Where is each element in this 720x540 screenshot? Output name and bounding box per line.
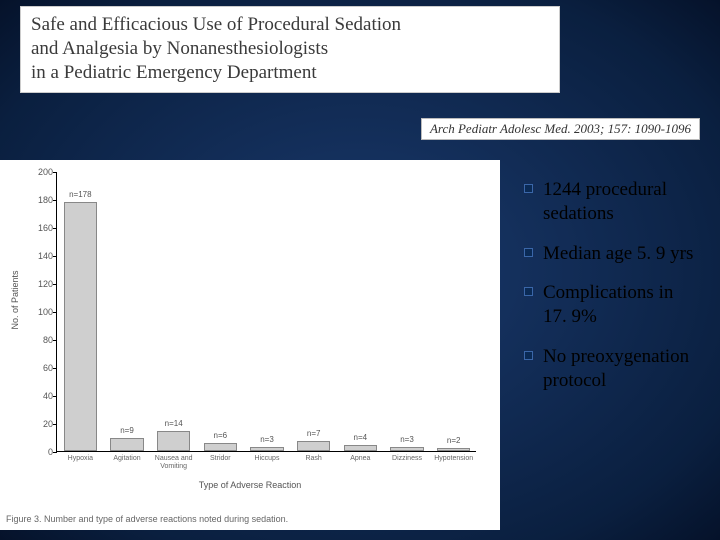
bullet-item: 1244 procedural sedations bbox=[524, 178, 700, 226]
chart-caption: Figure 3. Number and type of adverse rea… bbox=[6, 514, 288, 524]
xtick-label: Rash bbox=[291, 451, 337, 463]
ytick-mark bbox=[53, 368, 57, 369]
bar bbox=[110, 438, 144, 451]
chart-container: No. of Patients 020406080100120140160180… bbox=[0, 160, 500, 530]
bullet-text: Median age 5. 9 yrs bbox=[543, 242, 693, 266]
ytick-mark bbox=[53, 228, 57, 229]
ytick: 40 bbox=[23, 391, 53, 401]
ytick: 100 bbox=[23, 307, 53, 317]
ytick: 80 bbox=[23, 335, 53, 345]
bar bbox=[64, 202, 98, 451]
ytick-mark bbox=[53, 312, 57, 313]
xtick-label: Hiccups bbox=[244, 451, 290, 463]
bullet-item: Complications in 17. 9% bbox=[524, 281, 700, 329]
bullet-text: No preoxygenation protocol bbox=[543, 345, 700, 393]
ytick: 0 bbox=[23, 447, 53, 457]
ytick: 120 bbox=[23, 279, 53, 289]
bullet-item: Median age 5. 9 yrs bbox=[524, 242, 700, 266]
bullet-item: No preoxygenation protocol bbox=[524, 345, 700, 393]
ytick-mark bbox=[53, 424, 57, 425]
bar-value-label: n=4 bbox=[354, 433, 368, 442]
bullet-square-icon bbox=[524, 184, 533, 193]
bar bbox=[157, 431, 191, 451]
ytick-mark bbox=[53, 256, 57, 257]
bar-value-label: n=3 bbox=[260, 435, 274, 444]
title-line-1: Safe and Efficacious Use of Procedural S… bbox=[31, 13, 549, 37]
xtick-label: Stridor bbox=[197, 451, 243, 463]
xtick-label: Agitation bbox=[104, 451, 150, 463]
ytick-mark bbox=[53, 172, 57, 173]
xtick-label: Hypotension bbox=[431, 451, 477, 463]
bar-value-label: n=9 bbox=[120, 426, 134, 435]
ytick: 140 bbox=[23, 251, 53, 261]
bar-value-label: n=6 bbox=[214, 431, 228, 440]
ytick-mark bbox=[53, 200, 57, 201]
xtick-label: Apnea bbox=[337, 451, 383, 463]
title-box: Safe and Efficacious Use of Procedural S… bbox=[20, 6, 560, 93]
xtick-label: Hypoxia bbox=[57, 451, 103, 463]
bar-value-label: n=7 bbox=[307, 429, 321, 438]
bullet-square-icon bbox=[524, 248, 533, 257]
title-line-2: and Analgesia by Nonanesthesiologists bbox=[31, 37, 549, 61]
bullet-text: 1244 procedural sedations bbox=[543, 178, 700, 226]
bullet-square-icon bbox=[524, 351, 533, 360]
chart-xlabel: Type of Adverse Reaction bbox=[0, 480, 500, 490]
ytick-mark bbox=[53, 284, 57, 285]
ytick: 200 bbox=[23, 167, 53, 177]
bar bbox=[297, 441, 331, 451]
xtick-label: Dizziness bbox=[384, 451, 430, 463]
bar-value-label: n=2 bbox=[447, 436, 461, 445]
bullet-square-icon bbox=[524, 287, 533, 296]
ytick-mark bbox=[53, 340, 57, 341]
ytick: 20 bbox=[23, 419, 53, 429]
bar bbox=[204, 443, 238, 451]
bar-value-label: n=3 bbox=[400, 435, 414, 444]
bar-value-label: n=178 bbox=[69, 190, 91, 199]
ytick: 180 bbox=[23, 195, 53, 205]
bullet-list: 1244 procedural sedations Median age 5. 9… bbox=[524, 178, 700, 408]
xtick-label: Nausea and Vomiting bbox=[151, 451, 197, 470]
chart-ylabel: No. of Patients bbox=[10, 270, 20, 329]
citation: Arch Pediatr Adolesc Med. 2003; 157: 109… bbox=[421, 118, 700, 140]
chart-plot: 020406080100120140160180200n=178Hypoxian… bbox=[56, 172, 476, 452]
ytick: 160 bbox=[23, 223, 53, 233]
bullet-text: Complications in 17. 9% bbox=[543, 281, 700, 329]
bar-value-label: n=14 bbox=[165, 419, 183, 428]
ytick: 60 bbox=[23, 363, 53, 373]
title-line-3: in a Pediatric Emergency Department bbox=[31, 61, 549, 85]
ytick-mark bbox=[53, 396, 57, 397]
